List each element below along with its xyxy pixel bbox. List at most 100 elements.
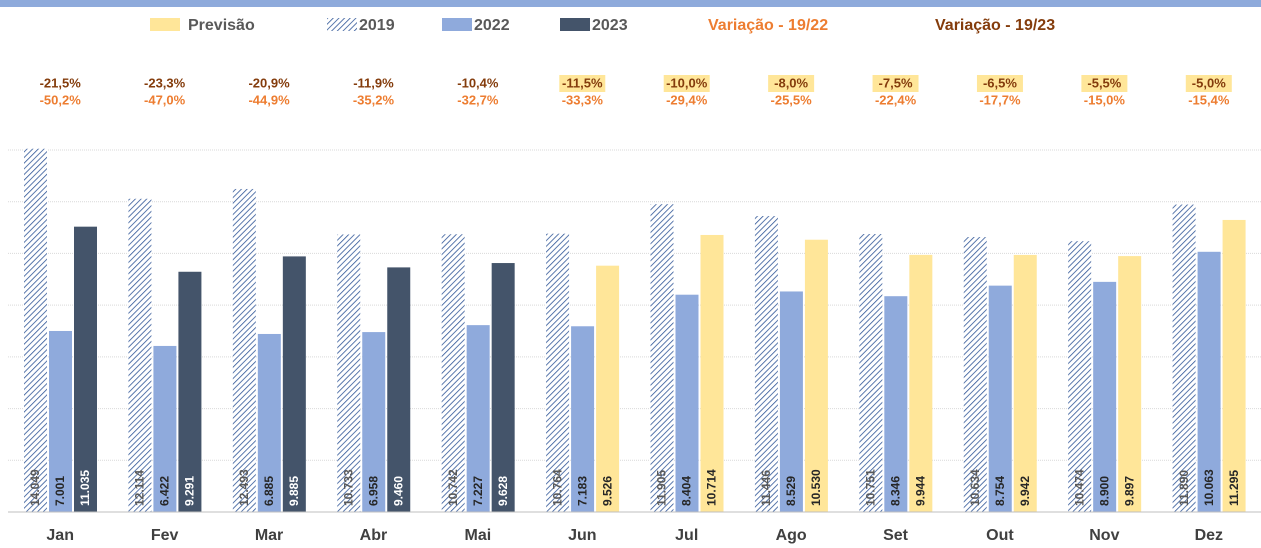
bar <box>859 234 883 512</box>
x-tick-label: Set <box>883 527 909 544</box>
legend-swatch <box>442 18 472 31</box>
bar <box>1222 219 1246 512</box>
variation-label: -17,7% <box>979 92 1021 107</box>
bar <box>24 148 47 512</box>
variation-label: -11,5% <box>562 75 603 90</box>
value-label: 9.628 <box>496 476 510 506</box>
bar <box>178 271 202 512</box>
value-label: 10.474 <box>1072 469 1086 506</box>
x-tick-label: Ago <box>776 527 807 544</box>
bar <box>74 226 97 512</box>
value-label: 6.885 <box>262 476 276 506</box>
bar <box>804 239 828 512</box>
variation-label: -15,4% <box>1188 92 1230 107</box>
value-label: 10.764 <box>550 469 564 506</box>
forecast-highlight <box>559 75 606 92</box>
value-label: 11.905 <box>655 470 669 506</box>
legend-label: Previsão <box>188 17 255 34</box>
bar <box>1068 241 1092 512</box>
value-label: 10.530 <box>809 469 823 506</box>
legend-label: 2023 <box>592 17 628 34</box>
bar <box>362 332 386 512</box>
legend-label: 2022 <box>474 17 510 34</box>
variation-label: -7,5% <box>879 75 913 90</box>
value-label: 6.958 <box>366 476 380 506</box>
value-label: 9.885 <box>287 476 301 506</box>
value-label: 9.291 <box>183 476 197 506</box>
variation-label: -32,7% <box>457 92 499 107</box>
forecast-highlight <box>768 75 815 92</box>
bar <box>466 325 490 512</box>
x-tick-label: Mai <box>465 527 492 544</box>
bar <box>232 188 256 512</box>
variation-label: -33,3% <box>562 92 604 107</box>
value-label: 6.422 <box>158 476 172 506</box>
legend-label: Variação - 19/23 <box>935 17 1055 34</box>
value-label: 8.404 <box>680 476 694 506</box>
bar <box>441 234 465 513</box>
x-tick-label: Jun <box>568 527 596 544</box>
legend-label: 2019 <box>359 17 395 34</box>
value-label: 10.751 <box>864 469 878 506</box>
legend-swatch <box>560 18 590 31</box>
bar <box>988 285 1012 512</box>
bar <box>754 216 778 513</box>
variation-label: -5,5% <box>1087 75 1121 90</box>
bar <box>1013 254 1037 512</box>
variation-label: -11,9% <box>353 75 394 90</box>
value-label: 12.114 <box>133 470 147 506</box>
value-label: 9.526 <box>600 476 614 506</box>
bar <box>963 237 987 512</box>
variation-label: -25,5% <box>771 92 813 107</box>
bar <box>1197 251 1221 513</box>
x-tick-label: Fev <box>151 527 179 544</box>
x-tick-label: Abr <box>360 527 388 544</box>
value-label: 10.733 <box>341 469 355 506</box>
forecast-highlight <box>663 75 710 92</box>
bar <box>675 294 699 512</box>
variation-label: -6,5% <box>983 75 1017 90</box>
bar <box>282 256 306 512</box>
bar <box>49 330 72 512</box>
bar <box>491 263 515 512</box>
value-label: 11.035 <box>78 470 92 506</box>
value-label: 9.460 <box>391 476 405 506</box>
bar <box>257 333 281 512</box>
variation-label: -10,4% <box>457 75 499 90</box>
bar <box>128 198 152 512</box>
variation-label: -22,4% <box>875 92 917 107</box>
forecast-highlight <box>1081 75 1128 92</box>
bar <box>779 291 803 512</box>
value-label: 8.529 <box>784 476 798 506</box>
variation-label: -44,9% <box>248 92 290 107</box>
variation-label: -23,3% <box>144 75 186 90</box>
bar <box>1093 281 1117 512</box>
value-label: 9.944 <box>914 476 928 506</box>
value-label: 10.742 <box>446 469 460 506</box>
bar <box>153 345 177 512</box>
value-label: 8.754 <box>993 476 1007 506</box>
bar <box>650 204 674 512</box>
value-label: 7.227 <box>471 476 485 506</box>
forecast-highlight <box>1185 75 1232 92</box>
value-label: 10.063 <box>1202 469 1216 506</box>
x-tick-label: Nov <box>1089 527 1119 544</box>
x-tick-label: Jan <box>46 527 74 544</box>
value-label: 7.001 <box>53 476 67 506</box>
bar <box>337 234 361 512</box>
value-label: 11.890 <box>1177 470 1191 506</box>
bar <box>700 234 724 513</box>
bar <box>909 254 933 512</box>
variation-label: -21,5% <box>40 75 82 90</box>
x-tick-label: Out <box>986 527 1014 544</box>
value-label: 9.942 <box>1018 476 1032 506</box>
value-label: 11.446 <box>759 470 773 506</box>
value-label: 8.346 <box>889 476 903 506</box>
variation-label: -10,0% <box>666 75 708 90</box>
value-label: 11.295 <box>1227 470 1241 506</box>
value-label: 9.897 <box>1122 476 1136 506</box>
bar <box>387 267 411 512</box>
x-tick-label: Dez <box>1195 527 1223 544</box>
bar <box>1118 256 1142 512</box>
variation-label: -5,0% <box>1192 75 1226 90</box>
